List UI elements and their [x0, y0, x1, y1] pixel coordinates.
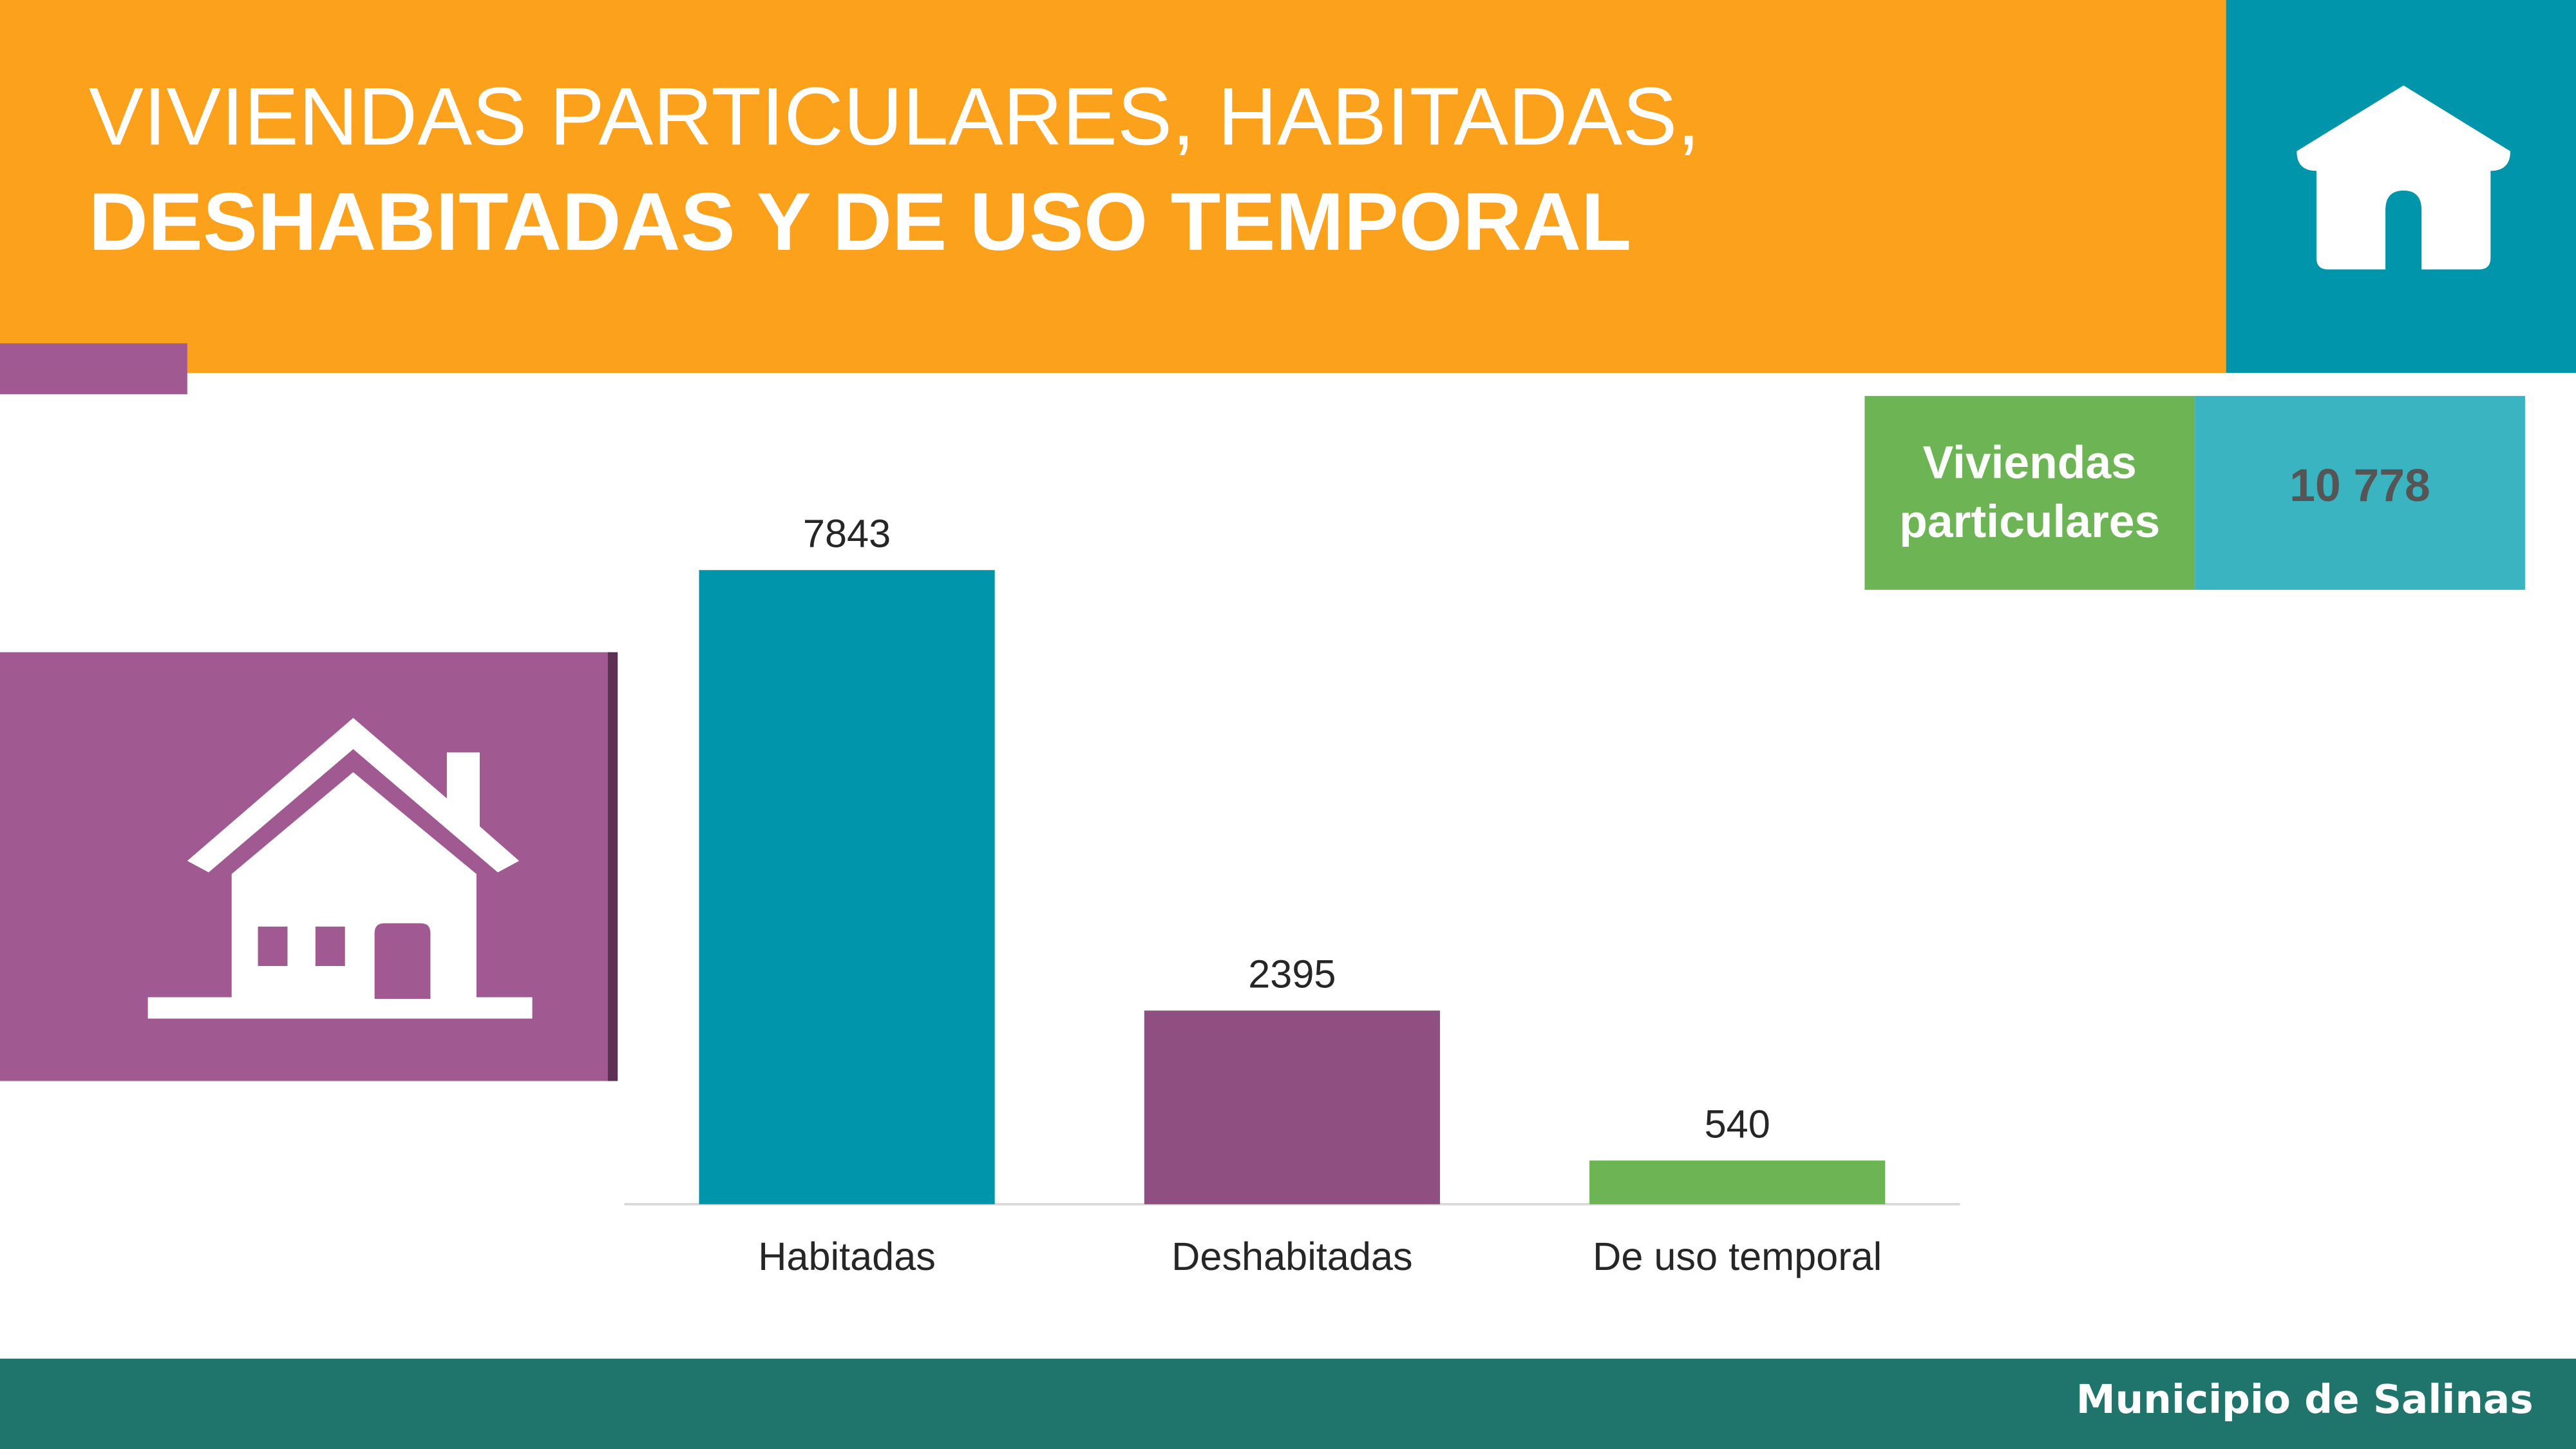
footer-band	[0, 1358, 2576, 1449]
x-tick-label: De uso temporal	[1593, 1235, 1882, 1278]
chart: 7843 Habitadas 2395 Deshabitadas 540 De uso t…	[0, 85, 2510, 1278]
data-label: 2395	[1248, 952, 1336, 996]
accent-bar	[0, 343, 187, 395]
summary-value: 10 778	[2195, 395, 2525, 590]
header-house-icon	[2297, 85, 2510, 270]
footer-text: Municipio de Salinas	[2076, 1376, 2533, 1423]
data-label: 7843	[803, 511, 891, 555]
house-icon	[147, 717, 533, 1019]
bar	[699, 570, 995, 1204]
x-tick-label: Habitadas	[758, 1235, 936, 1278]
title-line: DESHABITADAS Y DE USO TEMPORAL	[88, 175, 1632, 268]
bar	[1144, 1010, 1440, 1204]
data-label: 540	[1705, 1102, 1770, 1146]
title-line: VIVIENDAS PARTICULARES, HABITADAS,	[88, 70, 1700, 163]
icon-panel-edge	[607, 652, 618, 1081]
bar	[1589, 1160, 1886, 1204]
header-band	[0, 0, 2226, 374]
summary-label: Viviendas particulares	[1864, 395, 2195, 590]
x-tick-label: Deshabitadas	[1171, 1235, 1412, 1278]
